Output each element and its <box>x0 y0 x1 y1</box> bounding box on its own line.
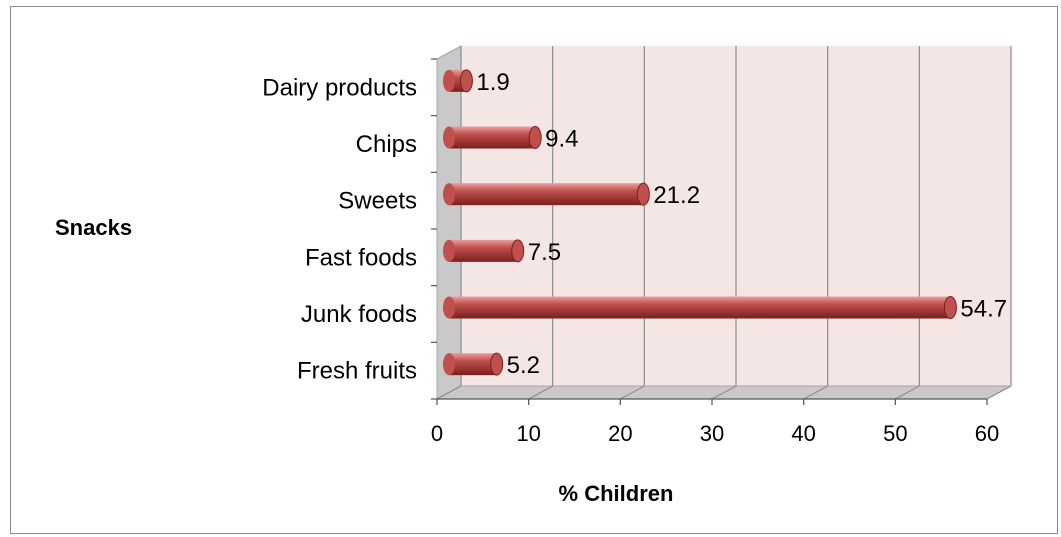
x-tick-labels: 0 10 20 30 40 50 60 <box>431 421 999 446</box>
floor-line-30 <box>711 385 737 400</box>
floor-line-10 <box>528 385 553 400</box>
x-tick-label-50: 50 <box>883 421 907 446</box>
bar-start-cap <box>443 239 455 262</box>
y-axis-title: Snacks <box>55 215 132 240</box>
bars <box>443 69 957 376</box>
category-label: Chips <box>356 131 417 158</box>
category-label: Fresh fruits <box>297 358 417 385</box>
bar-end-cap <box>490 352 504 376</box>
bar-dairy-products <box>443 69 473 93</box>
category-label: Junk foods <box>301 301 417 328</box>
x-tick-label-10: 10 <box>516 421 540 446</box>
bar-start-cap <box>443 126 455 149</box>
plot-side-wall <box>436 45 462 400</box>
bar-start-cap <box>443 69 455 92</box>
chart-frame: 0 10 20 30 40 50 60 Fresh fruits Junk foods Fast… <box>10 6 1058 534</box>
data-label: 7.5 <box>528 239 561 266</box>
floor-line-0 <box>436 385 462 400</box>
bar-fresh-fruits <box>443 352 504 376</box>
bar-body <box>449 296 951 319</box>
data-labels: 5.2 54.7 7.5 21.2 9.4 1.9 <box>476 69 1007 379</box>
bar-body <box>449 239 518 262</box>
category-label: Sweets <box>338 188 417 215</box>
bar-junk-foods <box>443 296 957 319</box>
data-label: 54.7 <box>960 296 1007 323</box>
plot-walls <box>436 45 1012 400</box>
bar-end-cap <box>459 69 473 93</box>
floor-line-40 <box>803 385 828 400</box>
bar-chips <box>443 126 542 149</box>
x-tick-label-60: 60 <box>975 421 999 446</box>
category-label: Fast foods <box>305 244 417 271</box>
bar-body <box>449 126 536 149</box>
data-label: 9.4 <box>545 126 578 153</box>
data-label: 1.9 <box>476 69 509 96</box>
x-axis-title: % Children <box>559 481 674 506</box>
data-label: 21.2 <box>653 182 700 209</box>
bar-start-cap <box>443 353 455 376</box>
bar-end-cap <box>636 182 650 206</box>
bar-end-cap <box>528 126 542 149</box>
bar-start-cap <box>443 183 455 206</box>
x-tick-label-40: 40 <box>791 421 815 446</box>
data-label: 5.2 <box>507 352 540 379</box>
gridlines <box>431 46 1012 405</box>
x-tick-label-30: 30 <box>700 421 724 446</box>
bar-chart: 0 10 20 30 40 50 60 Fresh fruits Junk foods Fast… <box>55 45 1012 506</box>
bar-end-cap <box>943 296 957 319</box>
bar-body <box>449 183 644 206</box>
bar-start-cap <box>443 296 455 319</box>
category-label: Dairy products <box>262 74 417 101</box>
floor-line-50 <box>895 385 920 400</box>
x-tick-label-0: 0 <box>431 421 443 446</box>
category-labels: Fresh fruits Junk foods Fast foods Sweets Ch… <box>262 74 417 384</box>
bar-fast-foods <box>443 239 525 263</box>
bar-sweets <box>443 182 650 206</box>
bar-body <box>449 353 497 376</box>
floor-line-20 <box>620 385 645 400</box>
floor-line-60 <box>986 385 1012 400</box>
x-tick-label-20: 20 <box>608 421 632 446</box>
bar-end-cap <box>511 239 525 263</box>
